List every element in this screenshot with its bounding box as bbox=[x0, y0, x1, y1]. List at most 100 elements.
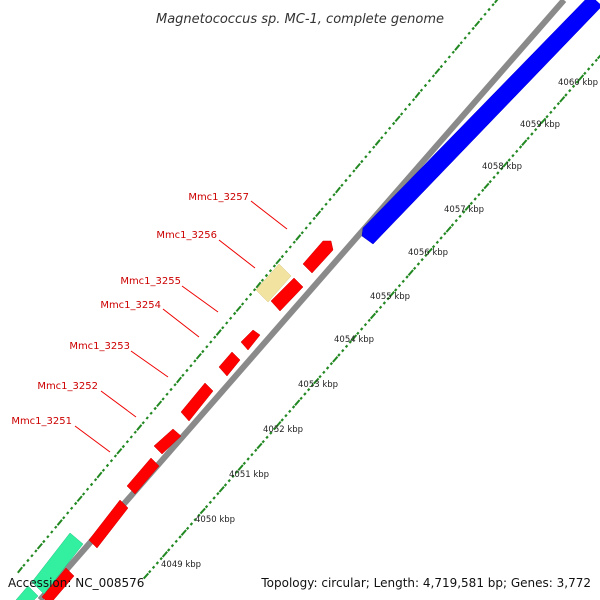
outer-tick bbox=[324, 202, 328, 206]
inner-tick bbox=[526, 136, 530, 141]
inner-tick bbox=[564, 93, 568, 97]
outer-tick bbox=[272, 264, 277, 268]
forward-strand-genes bbox=[41, 240, 334, 600]
inner-tick bbox=[454, 218, 458, 223]
reverse-strand-gene[interactable] bbox=[361, 0, 600, 245]
gene-label[interactable]: Mmc1_3257 bbox=[188, 192, 249, 203]
outer-tick bbox=[312, 216, 316, 221]
outer-tick bbox=[85, 487, 90, 491]
gene-Mmc1_3255[interactable] bbox=[240, 329, 261, 351]
gene-label[interactable]: Mmc1_3251 bbox=[11, 416, 72, 427]
gene-label[interactable]: Mmc1_3253 bbox=[69, 341, 130, 352]
gene-highlighted[interactable] bbox=[255, 263, 292, 303]
outer-tick bbox=[264, 273, 269, 278]
gene-label[interactable]: Mmc1_3255 bbox=[120, 276, 181, 287]
inner-tick bbox=[193, 517, 197, 522]
outer-tick bbox=[332, 193, 336, 197]
outer-tick bbox=[26, 558, 30, 563]
outer-tick bbox=[96, 471, 103, 479]
inner-tick bbox=[443, 231, 447, 236]
gene-Mmc1_3254[interactable] bbox=[218, 351, 241, 377]
outer-tick bbox=[335, 186, 341, 194]
inner-tick bbox=[533, 127, 538, 132]
gene-Mmc1_3252[interactable] bbox=[153, 428, 182, 455]
inner-tick bbox=[166, 548, 171, 552]
outer-tick bbox=[387, 126, 392, 130]
inner-tick bbox=[237, 464, 244, 471]
outer-tick bbox=[228, 316, 233, 320]
gene-Mmc1_3256[interactable] bbox=[270, 277, 304, 312]
inner-tick bbox=[280, 418, 284, 422]
outer-tick bbox=[42, 539, 46, 544]
outer-tick bbox=[372, 145, 376, 149]
leader-Mmc1_3253 bbox=[130, 350, 169, 378]
inner-tick bbox=[318, 374, 322, 379]
inner-tick bbox=[212, 496, 216, 500]
inner-tick bbox=[325, 366, 330, 370]
outer-tick bbox=[344, 178, 348, 183]
outer-tick bbox=[136, 424, 143, 431]
inner-tick bbox=[571, 84, 576, 89]
inner-tick bbox=[218, 486, 225, 493]
inner-tick bbox=[420, 257, 424, 262]
outer-tick bbox=[284, 250, 289, 254]
tick-label: 4056 kbp bbox=[408, 248, 448, 258]
inner-tick bbox=[231, 474, 235, 479]
inner-tick bbox=[344, 344, 349, 349]
outer-tick bbox=[195, 352, 202, 360]
outer-tick bbox=[225, 321, 229, 325]
inner-tick bbox=[341, 348, 345, 353]
inner-tick bbox=[375, 309, 379, 314]
outer-tick bbox=[494, 0, 499, 4]
gene-green-b[interactable] bbox=[15, 585, 39, 600]
outer-tick bbox=[320, 207, 324, 211]
outer-tick-ring bbox=[17, 0, 499, 574]
inner-tick bbox=[199, 507, 206, 515]
outer-tick bbox=[113, 454, 118, 458]
inner-tick bbox=[540, 117, 547, 125]
inner-tick bbox=[407, 269, 414, 276]
outer-tick bbox=[352, 169, 356, 173]
outer-tick bbox=[66, 511, 70, 515]
outer-tick bbox=[81, 492, 86, 496]
inner-tick bbox=[552, 106, 557, 110]
gene-label[interactable]: Mmc1_3254 bbox=[100, 300, 161, 311]
gene-Mmc1_3251[interactable] bbox=[126, 457, 160, 495]
outer-tick bbox=[348, 174, 352, 178]
inner-tick bbox=[445, 226, 452, 233]
outer-tick bbox=[165, 392, 169, 396]
gene-forward-b[interactable] bbox=[41, 567, 75, 600]
inner-tick bbox=[204, 504, 209, 509]
outer-tick bbox=[427, 79, 432, 83]
inner-tick bbox=[294, 399, 301, 406]
inner-tick bbox=[481, 188, 485, 193]
inner-tick bbox=[502, 161, 509, 168]
outer-tick bbox=[244, 297, 249, 301]
gene-forward-a[interactable] bbox=[88, 499, 129, 549]
inner-tick bbox=[405, 275, 409, 279]
gene-Mmc1_3253[interactable] bbox=[180, 382, 214, 422]
inner-tick bbox=[272, 426, 277, 431]
inner-tick bbox=[511, 153, 515, 158]
outer-tick bbox=[133, 430, 137, 434]
inner-tick bbox=[242, 461, 247, 466]
inner-tick bbox=[393, 288, 398, 292]
leader-Mmc1_3251 bbox=[74, 425, 111, 453]
inner-tick bbox=[492, 175, 496, 180]
gene-label[interactable]: Mmc1_3252 bbox=[37, 381, 98, 392]
reverse-gene-arrow[interactable] bbox=[361, 0, 600, 245]
outer-tick bbox=[145, 416, 149, 420]
inner-tick bbox=[424, 253, 428, 258]
outer-tick bbox=[176, 376, 182, 384]
outer-tick bbox=[129, 435, 133, 439]
gene-Mmc1_3257[interactable] bbox=[302, 240, 334, 274]
inner-tick bbox=[269, 431, 273, 435]
inner-tick bbox=[180, 529, 187, 536]
gene-label[interactable]: Mmc1_3256 bbox=[156, 230, 217, 241]
outer-tick bbox=[275, 257, 282, 265]
outer-tick bbox=[30, 554, 34, 558]
inner-tick bbox=[189, 522, 194, 526]
gene-green-a[interactable] bbox=[31, 532, 84, 595]
inner-tick bbox=[174, 539, 178, 544]
outer-tick bbox=[407, 102, 412, 107]
